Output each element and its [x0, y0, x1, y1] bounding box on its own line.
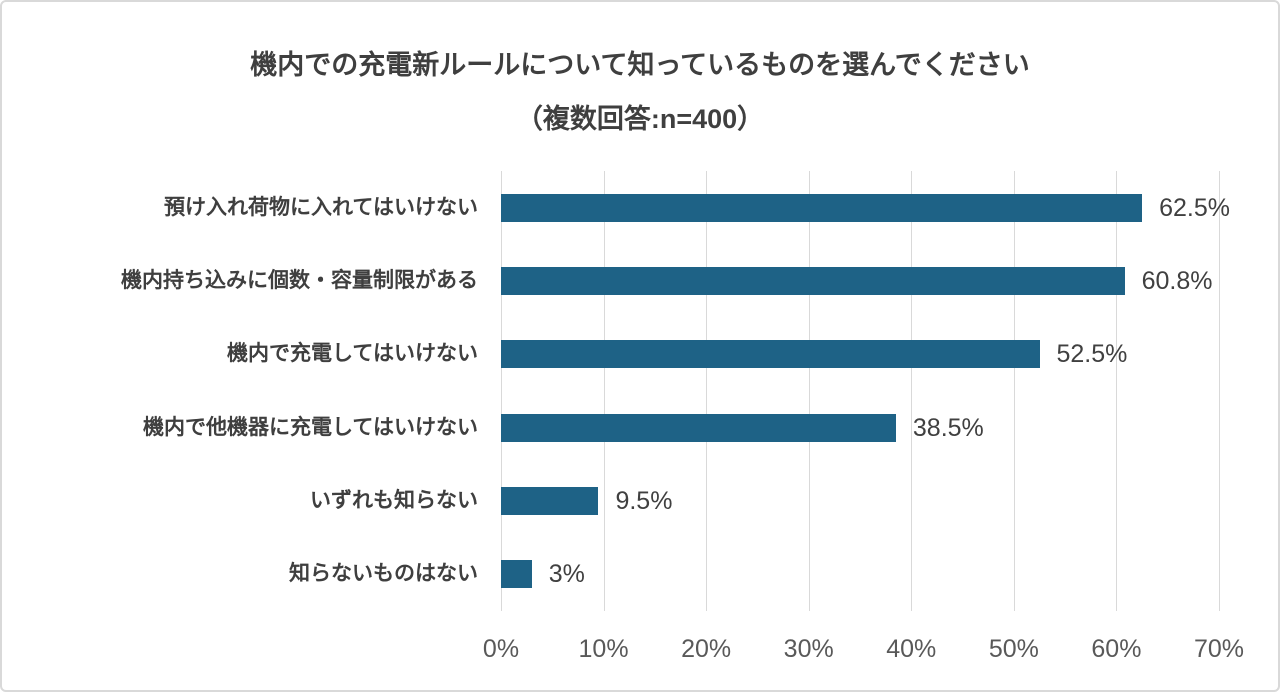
- bar-1: [501, 267, 1125, 295]
- gridline-0%: [501, 171, 502, 611]
- gridline-30%: [808, 171, 810, 611]
- bar-3: [501, 413, 896, 442]
- bar-2: [501, 340, 1040, 369]
- gridline-60%: [1116, 171, 1118, 611]
- x-axis-tick-label-0%: 0%: [482, 635, 520, 663]
- chart-title: 機内での充電新ルールについて知っているものを選んでください （複数回答:n=40…: [2, 38, 1278, 146]
- value-label-4: 9.5%: [615, 487, 673, 515]
- x-axis-tick-label-50%: 50%: [988, 635, 1039, 663]
- category-label-3: 機内で他機器に充電してはいけない: [143, 415, 478, 439]
- value-label-0: 62.5%: [1159, 193, 1230, 222]
- chart-title-line1: 機内での充電新ルールについて知っているものを選んでください: [250, 50, 1030, 80]
- value-label-3: 38.5%: [912, 413, 984, 442]
- value-label-1: 60.8%: [1141, 267, 1213, 295]
- value-label-5: 3%: [548, 560, 585, 589]
- gridline-70%: [1219, 171, 1220, 611]
- x-axis-tick-label-10%: 10%: [578, 635, 629, 663]
- x-axis-tick-label-70%: 70%: [1193, 635, 1245, 663]
- gridline-20%: [706, 171, 708, 611]
- bar-5: [501, 560, 532, 589]
- category-label-5: 知らないものはない: [289, 562, 478, 586]
- gridline-50%: [1013, 171, 1015, 611]
- bar-4: [501, 487, 599, 515]
- x-axis-tick-label-20%: 20%: [681, 635, 732, 663]
- gridline-40%: [911, 171, 913, 611]
- category-label-2: 機内で充電してはいけない: [227, 342, 478, 366]
- category-label-4: いずれも知らない: [310, 489, 478, 512]
- category-label-1: 機内持ち込みに個数・容量制限がある: [121, 269, 478, 292]
- x-axis-tick-label-40%: 40%: [886, 635, 937, 663]
- gridline-10%: [603, 171, 605, 611]
- x-axis-tick-label-60%: 60%: [1091, 635, 1142, 663]
- value-label-2: 52.5%: [1056, 340, 1128, 369]
- bar-0: [501, 193, 1143, 222]
- plot-area: 62.5% 60.8% 52.5% 38.5% 9.5% 3%: [501, 171, 1230, 611]
- x-axis-tick-label-30%: 30%: [783, 635, 834, 663]
- category-label-0: 預け入れ荷物に入れてはいけない: [164, 195, 478, 219]
- chart-title-line2: （複数回答:n=400）: [515, 104, 765, 134]
